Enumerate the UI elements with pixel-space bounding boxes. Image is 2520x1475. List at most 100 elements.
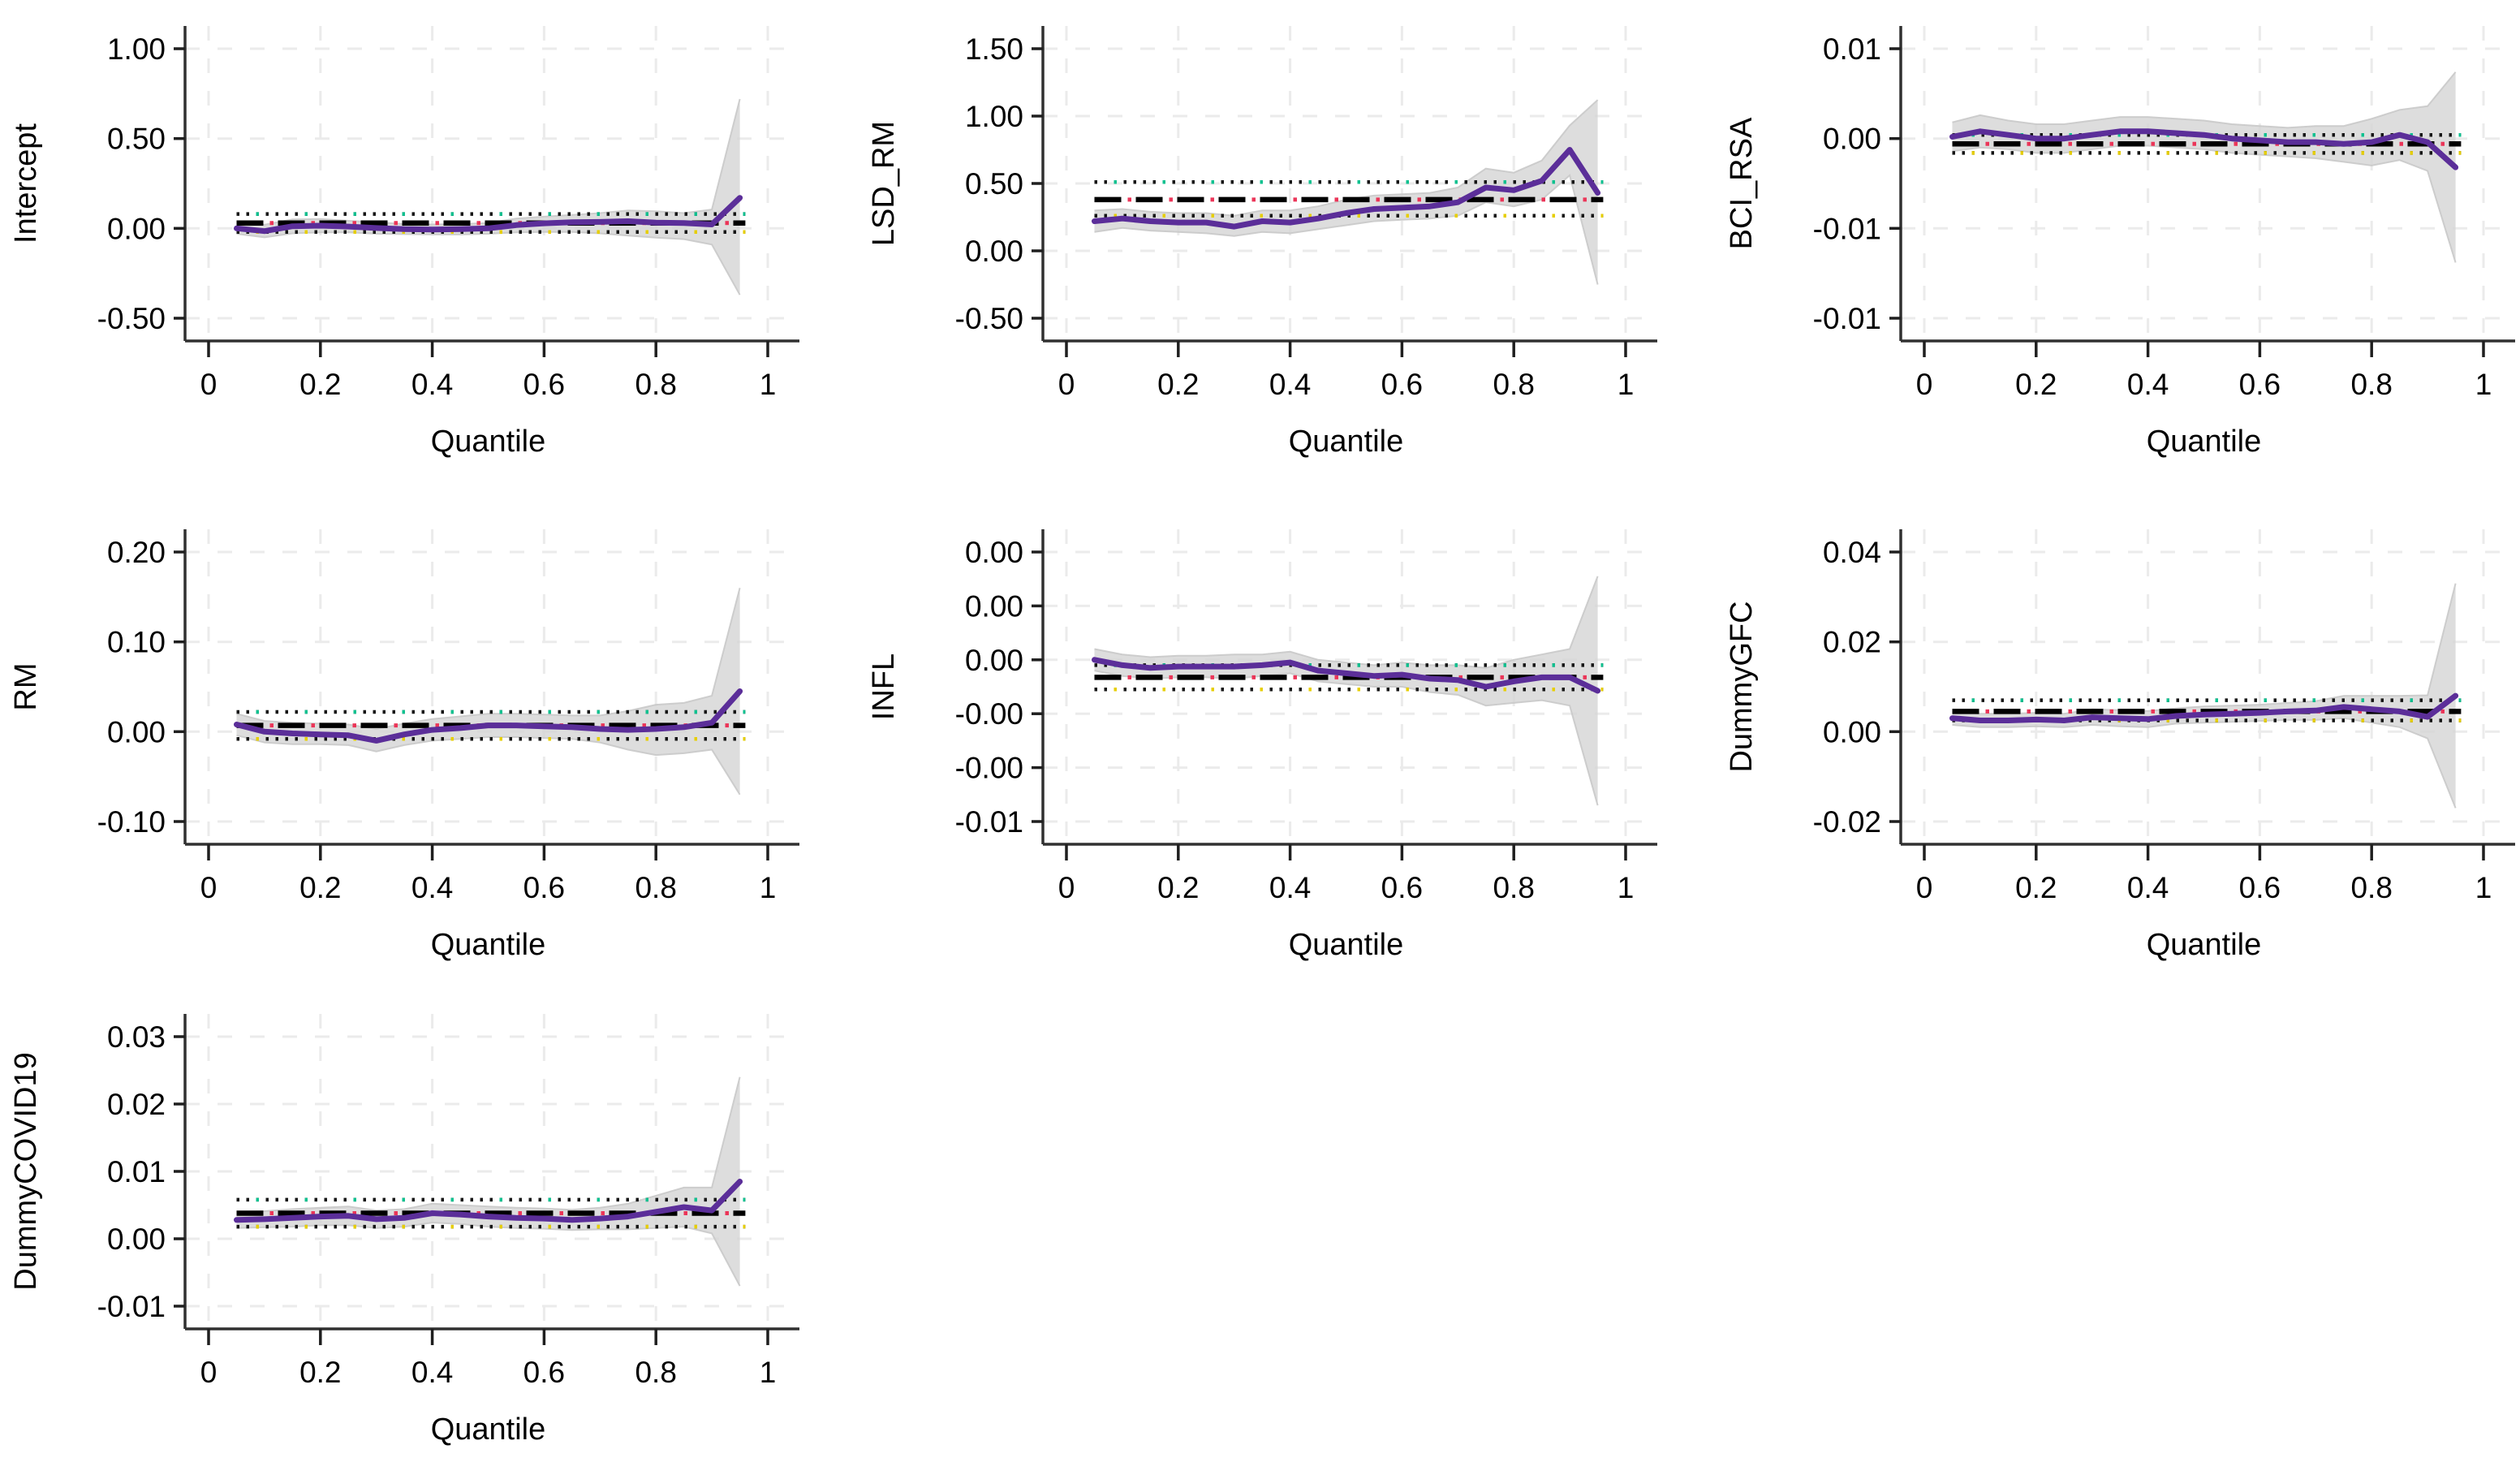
y-axis-title: DummyCOVID19 (9, 1052, 43, 1291)
y-tick-label: 0.04 (1823, 536, 1881, 569)
qr-plot-rm: 0.20 0.10 0.00 -0.10 0 0.2 0.4 0.6 0.8 1 Quantile R… (9, 529, 799, 962)
x-tick-label: 0.2 (1157, 871, 1199, 904)
ci-band-edge-lower (236, 1222, 741, 1287)
x-tick-label: 0.4 (2127, 871, 2169, 904)
y-axis-title: DummyGFC (1725, 601, 1759, 772)
x-tick-label: 1 (760, 871, 777, 904)
y-axis-title: INFL (867, 653, 901, 720)
y-tick-marks (1889, 47, 1901, 320)
qr-plot-dummycovid19: 0.03 0.02 0.01 0.00 -0.01 0 0.2 0.4 0.6 0.8 1 Quant… (9, 1014, 799, 1447)
panel-infl: 0.00 0.00 0.00 -0.00 -0.00 -0.01 0 0.2 0.4 0.6 0.8… (840, 487, 1680, 994)
ci-band (1094, 100, 1598, 285)
x-tick-label: 0 (200, 368, 218, 401)
y-tick-label: 0.01 (1823, 32, 1881, 66)
panel-intercept: 1.00 0.50 0.00 -0.50 0 0.2 0.4 0.6 0.8 1 Quantile I… (0, 0, 840, 491)
y-axis-title: LSD_RM (867, 121, 901, 246)
gridlines (185, 1014, 799, 1329)
y-axis-title: Intercept (9, 123, 43, 244)
x-tick-label: 0.8 (2350, 368, 2392, 401)
panel-dummygfc: 0.04 0.02 0.00 -0.02 0 0.2 0.4 0.6 0.8 1 Quantile D… (1680, 487, 2520, 994)
panel-rm: 0.20 0.10 0.00 -0.10 0 0.2 0.4 0.6 0.8 1 Quantile R… (0, 487, 840, 994)
x-axis-title: Quantile (431, 1412, 546, 1447)
y-tick-label: 1.00 (107, 32, 166, 66)
y-tick-label: 0.50 (107, 123, 166, 156)
qr-plot-dummygfc: 0.04 0.02 0.00 -0.02 0 0.2 0.4 0.6 0.8 1 Quantile D… (1725, 529, 2515, 962)
qr-plot-lsd-rm: 1.50 1.00 0.50 0.00 -0.50 0 0.2 0.4 0.6 0.8 1 Quant… (867, 26, 1657, 459)
x-tick-label: 0.2 (299, 871, 341, 904)
gridlines (1901, 529, 2515, 844)
y-axis-title: RM (9, 662, 43, 710)
y-tick-label: 0.00 (1823, 715, 1881, 748)
gridlines (185, 26, 799, 341)
y-axis-title: BCI_RSA (1725, 117, 1759, 249)
x-axis-title: Quantile (1289, 928, 1404, 962)
x-tick-label: 0.2 (299, 368, 341, 401)
qr-plot-bci-rsa: 0.01 0.00 -0.01 -0.01 0 0.2 0.4 0.6 0.8 1 Quantile… (1725, 26, 2515, 459)
quantile-coefficient-line (1092, 147, 1601, 230)
x-tick-marks (1065, 844, 1627, 860)
x-tick-label: 0 (1916, 871, 1933, 904)
x-tick-marks (1065, 341, 1627, 357)
x-tick-label: 0.8 (635, 1356, 676, 1389)
y-tick-label: -0.01 (955, 805, 1023, 839)
y-tick-marks (1889, 550, 1901, 823)
x-tick-label: 0.4 (411, 368, 453, 401)
x-tick-label: 0 (1916, 368, 1933, 401)
x-tick-label: 1 (1618, 368, 1635, 401)
ci-band (236, 1076, 740, 1287)
x-tick-label: 1 (2475, 368, 2492, 401)
y-tick-label: -0.50 (97, 302, 166, 335)
y-tick-label: 0.00 (965, 644, 1023, 677)
y-tick-label: 0.10 (107, 626, 166, 659)
x-tick-marks (207, 1329, 769, 1345)
x-tick-marks (1923, 844, 2485, 860)
x-tick-label: 0.8 (1493, 871, 1534, 904)
qr-plot-intercept: 1.00 0.50 0.00 -0.50 0 0.2 0.4 0.6 0.8 1 Quantile I… (9, 26, 799, 459)
x-tick-label: 0.4 (411, 871, 453, 904)
y-tick-label: 0.02 (1823, 626, 1881, 659)
x-axis-title: Quantile (2147, 425, 2262, 459)
x-tick-label: 0.2 (2015, 871, 2057, 904)
y-tick-label: -0.01 (1813, 212, 1881, 245)
ci-band (236, 99, 740, 295)
x-tick-label: 0.2 (1157, 368, 1199, 401)
x-axis-title: Quantile (2147, 928, 2262, 962)
y-tick-marks (174, 47, 185, 320)
x-axis-title: Quantile (431, 928, 546, 962)
x-tick-label: 0.4 (1269, 871, 1311, 904)
quantile-coefficient-line (1949, 692, 2459, 723)
ci-band-edge-upper (1094, 576, 1599, 669)
panel-lsd-rm: 1.50 1.00 0.50 0.00 -0.50 0 0.2 0.4 0.6 0.8 1 Quant… (840, 0, 1680, 491)
quantile-coefficient-line (234, 195, 743, 235)
quantile-coefficient-line (234, 688, 743, 744)
x-tick-label: 0.6 (523, 1356, 565, 1389)
quantile-coefficient-line (1949, 128, 2459, 170)
x-tick-label: 1 (760, 1356, 777, 1389)
y-tick-label: 0.01 (107, 1155, 166, 1188)
x-tick-label: 1 (2475, 871, 2492, 904)
x-tick-label: 0 (200, 871, 218, 904)
y-tick-label: 0.00 (107, 212, 166, 245)
y-tick-label: 0.50 (965, 167, 1023, 201)
quantile-coefficient-line (234, 1179, 743, 1223)
ci-band-edge-lower (236, 231, 741, 295)
y-tick-marks (1032, 550, 1043, 823)
y-tick-label: -0.00 (955, 697, 1023, 731)
y-tick-label: 0.20 (107, 536, 166, 569)
x-tick-label: 0.6 (2239, 368, 2281, 401)
gridlines (1901, 26, 2515, 341)
x-tick-label: 0 (200, 1356, 218, 1389)
ci-band-edge-upper (1952, 71, 2457, 129)
y-tick-marks (1032, 47, 1043, 320)
x-axis-title: Quantile (431, 425, 546, 459)
y-tick-label: 0.00 (965, 589, 1023, 623)
x-tick-label: 0.8 (635, 368, 676, 401)
ci-band-edge-upper (236, 1076, 741, 1213)
x-tick-label: 1 (1618, 871, 1635, 904)
x-tick-label: 0.6 (1381, 368, 1423, 401)
panel-dummycovid19: 0.03 0.02 0.01 0.00 -0.01 0 0.2 0.4 0.6 0.8 1 Quant… (0, 990, 840, 1475)
x-tick-label: 0.6 (2239, 871, 2281, 904)
x-tick-label: 0.6 (523, 368, 565, 401)
x-axis-title: Quantile (1289, 425, 1404, 459)
